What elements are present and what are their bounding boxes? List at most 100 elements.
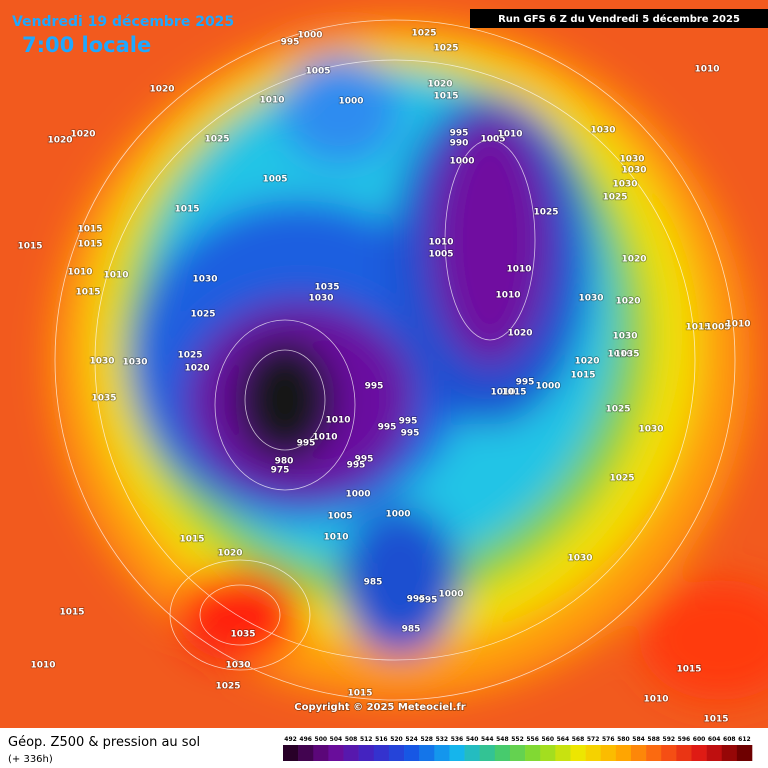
pressure-label: 1010 xyxy=(67,268,92,278)
legend-value: 544 xyxy=(481,736,494,743)
legend-value: 496 xyxy=(299,736,312,743)
legend-swatch xyxy=(434,745,450,761)
time-title: 7:00 locale xyxy=(22,33,151,57)
pressure-label: 1025 xyxy=(215,682,240,692)
pressure-label: 1030 xyxy=(89,357,114,367)
pressure-label: 1020 xyxy=(47,136,72,146)
legend-value: 500 xyxy=(315,736,328,743)
pressure-label: 1020 xyxy=(615,297,640,307)
pressure-label: 1030 xyxy=(612,332,637,342)
pressure-label: 975 xyxy=(271,466,290,476)
legend-swatch xyxy=(343,745,359,761)
pressure-label: 1005 xyxy=(705,323,730,333)
pressure-label: 1015 xyxy=(433,92,458,102)
legend-swatch xyxy=(706,745,723,761)
legend-value: 576 xyxy=(602,736,615,743)
pressure-label: 1010 xyxy=(607,350,632,360)
pressure-label: 1015 xyxy=(347,689,372,699)
legend-swatch xyxy=(630,745,647,761)
pressure-label: 1035 xyxy=(314,283,339,293)
pressure-label: 995 xyxy=(297,439,316,449)
pressure-label: 1035 xyxy=(91,394,116,404)
legend-value: 584 xyxy=(632,736,645,743)
legend-swatch xyxy=(525,745,541,761)
pressure-label: 1030 xyxy=(567,554,592,564)
legend-swatch xyxy=(661,745,677,761)
legend-value: 508 xyxy=(345,736,358,743)
legend-swatch xyxy=(404,745,420,761)
legend-value: 552 xyxy=(511,736,524,743)
pressure-label: 1020 xyxy=(574,357,599,367)
pressure-label: 1000 xyxy=(338,97,363,107)
legend-swatch xyxy=(373,745,390,761)
pressure-label: 1030 xyxy=(612,180,637,190)
pressure-label: 1030 xyxy=(308,294,333,304)
pressure-label: 1015 xyxy=(174,205,199,215)
legend-swatch xyxy=(298,745,314,761)
legend-swatch xyxy=(736,745,753,761)
pressure-label: 995 xyxy=(450,129,469,139)
pressure-label: 995 xyxy=(516,378,535,388)
pressure-label: 1025 xyxy=(204,135,229,145)
legend-swatch xyxy=(419,745,435,761)
pressure-label: 1010 xyxy=(497,130,522,140)
pressure-label: 1010 xyxy=(325,416,350,426)
color-legend: 492 496 500 504 508 512 516 520 524 528 532 536 540 5… xyxy=(283,736,753,761)
run-box xyxy=(470,9,768,28)
pressure-label: 1025 xyxy=(177,351,202,361)
pressure-label: 1000 xyxy=(449,157,474,167)
legend-value: 556 xyxy=(526,736,539,743)
legend-value: 536 xyxy=(451,736,464,743)
pressure-label: 1030 xyxy=(192,275,217,285)
legend-value: 548 xyxy=(496,736,509,743)
pressure-label: 1020 xyxy=(217,549,242,559)
pressure-label: 1030 xyxy=(225,661,250,671)
legend-value: 516 xyxy=(375,736,388,743)
legend-value: 612 xyxy=(738,736,751,743)
legend-swatch xyxy=(494,745,511,761)
legend-swatch xyxy=(509,745,526,761)
pressure-label: 1010 xyxy=(428,238,453,248)
pressure-label: 1020 xyxy=(427,80,452,90)
date-title: Vendredi 19 décembre 2025 xyxy=(12,14,234,30)
footer-lead: (+ 336h) xyxy=(8,754,53,765)
pressure-label: 1015 xyxy=(685,323,710,333)
copyright: Copyright © 2025 Meteociel.fr xyxy=(294,702,465,713)
legend-value: 596 xyxy=(678,736,691,743)
legend-swatch xyxy=(676,745,692,761)
pressure-label: 995 xyxy=(401,429,420,439)
legend-value: 532 xyxy=(436,736,449,743)
pressure-label: 1025 xyxy=(609,474,634,484)
legend-swatch xyxy=(646,745,662,761)
pressure-label: 1010 xyxy=(30,661,55,671)
pressure-label: 980 xyxy=(275,457,294,467)
pressure-label: 1015 xyxy=(501,388,526,398)
legend-value: 568 xyxy=(572,736,585,743)
pressure-label: 1015 xyxy=(77,240,102,250)
pressure-label: 1025 xyxy=(533,208,558,218)
pressure-label: 995 xyxy=(399,417,418,427)
legend-swatch xyxy=(540,745,556,761)
pressure-label: 985 xyxy=(402,625,421,635)
pressure-label: 1010 xyxy=(490,388,515,398)
pressure-label: 1030 xyxy=(621,166,646,176)
legend-swatch xyxy=(721,745,738,761)
pressure-label: 1015 xyxy=(676,665,701,675)
legend-swatch xyxy=(328,745,344,761)
pressure-label: 1025 xyxy=(411,29,436,39)
legend-swatch xyxy=(358,745,375,761)
legend-value: 524 xyxy=(405,736,418,743)
pressure-label: 1010 xyxy=(495,291,520,301)
legend-value: 600 xyxy=(693,736,706,743)
pressure-label: 1035 xyxy=(614,350,639,360)
pressure-label: 995 xyxy=(378,423,397,433)
legend-swatch xyxy=(691,745,707,761)
pressure-labels: 1000 995 1025 1025 1010 1020 1005 1010 1000 1020 1… xyxy=(17,28,752,726)
pressure-label: 1010 xyxy=(694,65,719,75)
legend-swatch xyxy=(388,745,405,761)
legend-value: 528 xyxy=(420,736,433,743)
legend-value: 504 xyxy=(330,736,343,743)
pressure-label: 1005 xyxy=(262,175,287,185)
pressure-label: 1030 xyxy=(619,155,644,165)
